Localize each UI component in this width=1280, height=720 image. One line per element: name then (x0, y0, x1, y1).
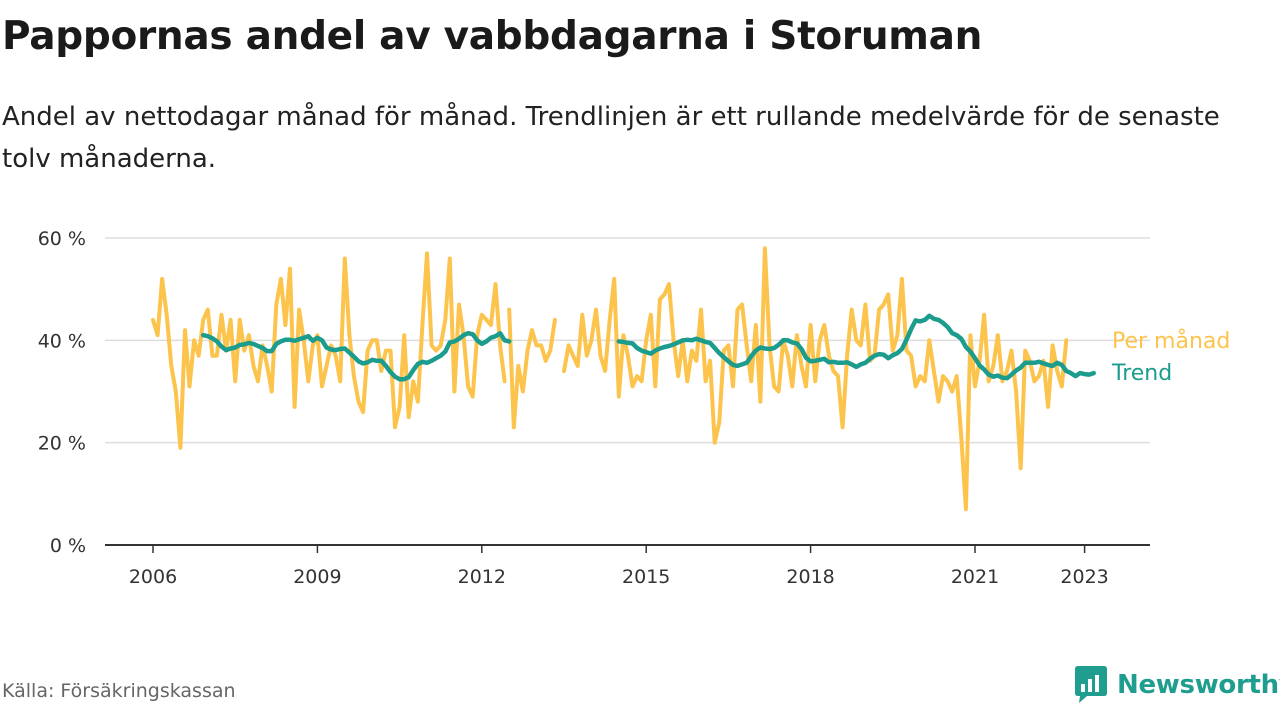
y-tick-label: 40 % (38, 330, 86, 352)
newsworthy-chart-logo-icon (1075, 666, 1107, 703)
chart-title: Pappornas andel av vabbdagarna i Storuma… (2, 14, 983, 59)
monthly-share-line (562, 246, 1069, 512)
chart-subtitle: Andel av nettodagar månad för månad. Tre… (2, 102, 1220, 174)
y-tick-label: 0 % (50, 535, 86, 557)
monthly-share-line (151, 251, 507, 450)
grid-lines (105, 237, 1150, 444)
x-axis-ticks: 2006 2009 2012 2015 2018 2021 2023 (105, 544, 1150, 588)
series-labels: Per månad Trend (1111, 328, 1230, 386)
y-axis-ticks: 0 % 20 % 40 % 60 % (38, 228, 86, 557)
source-credit: Källa: Försäkringskassan (2, 680, 236, 702)
x-tick-label: 2009 (293, 566, 341, 588)
series-lines (151, 246, 1096, 512)
trend-line (200, 330, 512, 382)
x-tick-label: 2012 (458, 566, 506, 588)
y-tick-label: 60 % (38, 228, 86, 250)
monthly-share-line (507, 307, 557, 430)
x-tick-label: 2006 (129, 566, 177, 588)
trend-series-label: Trend (1111, 361, 1172, 386)
newsworthy-brand[interactable]: Newsworthy (1073, 664, 1280, 706)
x-tick-label: 2023 (1060, 566, 1108, 588)
monthly-series-label: Per månad (1112, 328, 1230, 354)
y-tick-label: 20 % (38, 433, 86, 455)
trend-line (616, 313, 1096, 381)
x-tick-label: 2018 (786, 566, 834, 588)
x-tick-label: 2015 (622, 566, 670, 588)
brand-name: Newsworthy (1117, 670, 1280, 700)
x-tick-label: 2021 (951, 566, 999, 588)
